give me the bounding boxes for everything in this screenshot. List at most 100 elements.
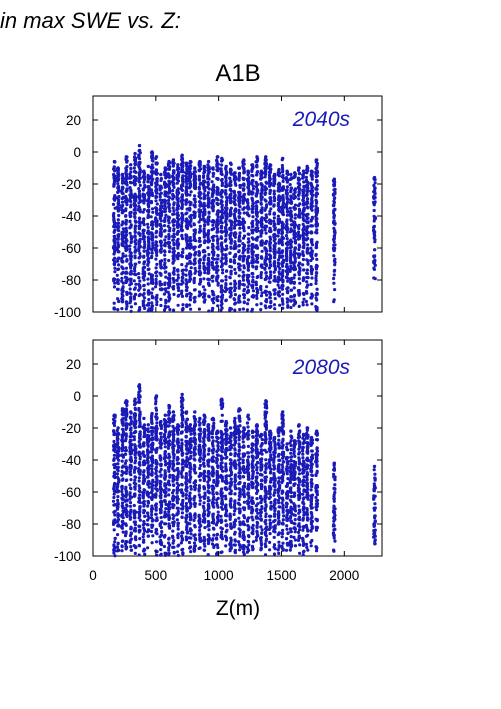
data-point [113,540,117,544]
data-point [138,197,142,201]
data-point [132,201,136,206]
data-point [223,239,227,243]
data-point [184,174,188,178]
data-point [151,287,155,291]
data-point [117,234,121,239]
data-point [181,174,185,178]
data-point [120,436,124,440]
data-point [128,220,132,224]
data-point [171,254,175,258]
data-point [116,209,120,213]
data-point [154,195,158,200]
data-point [113,266,117,270]
data-point [171,247,175,251]
data-point [201,217,205,221]
data-point [246,237,251,241]
data-point [133,403,137,407]
data-point [128,416,133,420]
data-point [272,199,277,203]
data-point [149,231,153,235]
data-point [116,174,120,178]
data-point [149,181,153,185]
data-point [142,509,147,513]
data-point [128,287,132,291]
data-point [138,279,142,283]
data-point [146,262,150,266]
data-point [277,181,281,185]
data-point [155,262,159,266]
data-point [269,207,273,211]
data-point [268,227,272,231]
data-point [228,286,232,291]
data-point [154,206,158,210]
data-point [332,259,336,263]
data-point [238,190,242,194]
data-point [306,246,310,251]
data-point [301,235,305,239]
data-point [255,265,259,269]
data-point [268,242,272,246]
data-point [124,214,128,218]
data-point [141,221,145,225]
data-point [250,192,254,196]
data-point [177,204,181,208]
data-point [124,254,128,258]
data-point [292,303,296,307]
data-point [158,195,162,199]
data-point [137,294,141,298]
data-point [220,178,224,182]
data-point [124,234,128,238]
data-point [233,171,237,175]
data-point [142,296,147,300]
data-point [296,230,301,234]
data-point [115,466,119,470]
data-point [289,186,293,190]
data-point [167,159,171,164]
data-point [142,173,146,177]
data-point [143,242,147,247]
data-point [129,174,133,178]
data-point [150,158,154,162]
data-point [296,289,300,293]
data-point [333,196,337,200]
data-point [273,228,277,232]
data-point [166,281,170,285]
data-point [238,255,242,259]
data-point [207,199,211,203]
data-point [181,272,185,276]
panel-2040s: 200-20-40-60-80-100 2040s [54,95,383,320]
data-point [138,435,142,439]
data-point [129,431,133,435]
data-point [246,250,250,254]
data-point [232,201,236,205]
y-tick-label: 0 [73,145,81,160]
data-point [171,212,176,216]
data-point [115,433,120,437]
data-point [117,213,121,218]
data-point [133,478,137,482]
data-point [276,290,281,294]
data-point [293,248,297,252]
y-tick-label: -60 [61,241,81,256]
data-point [202,192,206,196]
data-point [251,210,255,214]
data-point [128,250,132,254]
data-point [147,267,151,271]
y-tick-label: -100 [54,305,81,320]
data-point [229,241,233,245]
data-point [293,226,297,230]
data-point [158,223,162,227]
data-point [172,266,176,270]
data-point [297,186,301,190]
data-point [272,264,277,268]
data-point [138,410,142,414]
data-point [134,282,138,286]
data-point [154,285,158,289]
data-point [302,297,306,301]
data-point [242,169,246,174]
data-point [255,188,259,192]
data-point [220,249,224,253]
data-point [272,239,276,243]
data-point [372,276,376,280]
data-point [210,180,214,184]
